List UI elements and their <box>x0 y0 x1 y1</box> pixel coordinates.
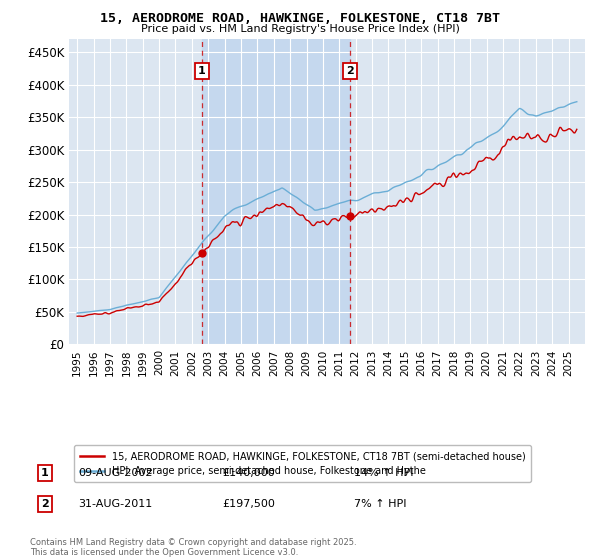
Text: 09-AUG-2002: 09-AUG-2002 <box>78 468 152 478</box>
Text: 1: 1 <box>198 66 206 76</box>
Legend: 15, AERODROME ROAD, HAWKINGE, FOLKESTONE, CT18 7BT (semi-detached house), HPI: A: 15, AERODROME ROAD, HAWKINGE, FOLKESTONE… <box>74 445 532 482</box>
Text: 1: 1 <box>41 468 49 478</box>
Text: £197,500: £197,500 <box>222 499 275 509</box>
Text: Contains HM Land Registry data © Crown copyright and database right 2025.
This d: Contains HM Land Registry data © Crown c… <box>30 538 356 557</box>
Text: 15, AERODROME ROAD, HAWKINGE, FOLKESTONE, CT18 7BT: 15, AERODROME ROAD, HAWKINGE, FOLKESTONE… <box>100 12 500 25</box>
Text: 2: 2 <box>41 499 49 509</box>
Text: 7% ↑ HPI: 7% ↑ HPI <box>354 499 407 509</box>
Text: 14% ↑ HPI: 14% ↑ HPI <box>354 468 413 478</box>
Bar <box>202 39 350 344</box>
Text: £140,000: £140,000 <box>222 468 275 478</box>
Text: Price paid vs. HM Land Registry's House Price Index (HPI): Price paid vs. HM Land Registry's House … <box>140 24 460 34</box>
Text: 2: 2 <box>346 66 354 76</box>
Text: 31-AUG-2011: 31-AUG-2011 <box>78 499 152 509</box>
